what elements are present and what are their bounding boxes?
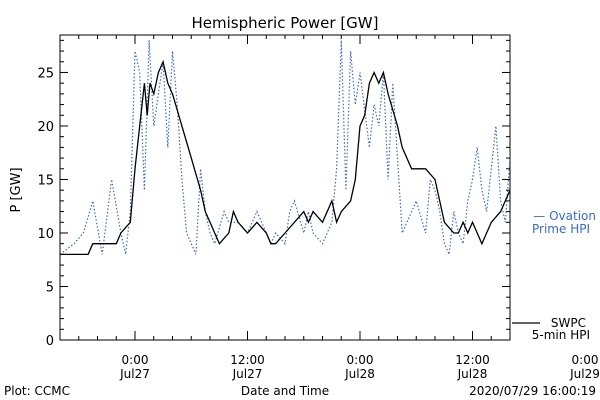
plot-frame <box>59 34 511 341</box>
x-tick-time-label: 0:00 <box>122 353 149 367</box>
x-tick-time-label: 12:00 <box>230 353 265 367</box>
legend-swpc-line2: 5-min HPI <box>532 328 590 342</box>
legend-ovation-line2: Prime HPI <box>532 222 590 236</box>
legend-ovation-line1: — Ovation <box>533 209 596 223</box>
series-ovation-line <box>60 40 510 257</box>
plot-area: 05101520250:00Jul2712:00Jul270:00Jul2812… <box>37 34 600 381</box>
x-tick-date-label: Jul27 <box>232 367 263 381</box>
y-axis-label: P [GW] <box>9 167 24 212</box>
x-tick-time-label: 12:00 <box>455 353 490 367</box>
y-tick-label: 20 <box>37 120 54 135</box>
x-tick-time-label: 0:00 <box>347 353 374 367</box>
legend-swpc-line1: SWPC <box>551 316 586 330</box>
y-tick-label: 10 <box>37 227 54 242</box>
x-tick-date-label: Jul28 <box>457 367 488 381</box>
x-tick-date-label: Jul27 <box>119 367 150 381</box>
y-tick-label: 0 <box>46 334 54 349</box>
y-tick-label: 15 <box>37 173 54 188</box>
x-tick-date-label: Jul28 <box>344 367 375 381</box>
x-tick-time-label: 0:00 <box>572 353 599 367</box>
footer-plot-credit: Plot: CCMC <box>4 384 70 398</box>
y-tick-label: 25 <box>37 66 54 81</box>
y-tick-label: 5 <box>46 280 54 295</box>
chart-title: Hemispheric Power [GW] <box>192 14 379 32</box>
x-axis-label: Date and Time <box>241 384 329 398</box>
x-tick-date-label: Jul29 <box>569 367 600 381</box>
footer-timestamp: 2020/07/29 16:00:19 <box>469 384 596 398</box>
series-swpc-line <box>60 59 510 256</box>
